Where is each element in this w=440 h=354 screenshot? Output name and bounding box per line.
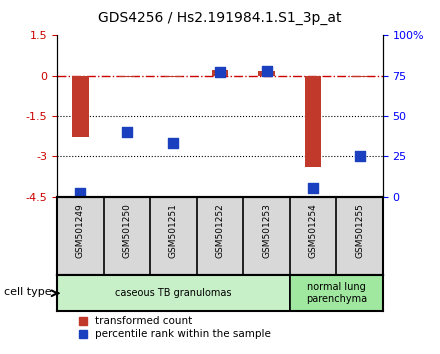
Point: [309, 185, 316, 191]
Bar: [352, 76, 368, 77]
Text: GSM501255: GSM501255: [355, 203, 364, 258]
Bar: [165, 76, 182, 77]
Point: [170, 141, 177, 146]
Text: GSM501253: GSM501253: [262, 203, 271, 258]
Bar: [72, 76, 88, 137]
Text: GSM501251: GSM501251: [169, 203, 178, 258]
Bar: [119, 76, 135, 77]
Text: GDS4256 / Hs2.191984.1.S1_3p_at: GDS4256 / Hs2.191984.1.S1_3p_at: [98, 11, 342, 25]
FancyBboxPatch shape: [57, 275, 290, 311]
Bar: [305, 76, 321, 167]
Text: GSM501249: GSM501249: [76, 203, 85, 258]
Point: [356, 153, 363, 159]
Bar: [258, 71, 275, 76]
Point: [263, 68, 270, 74]
Point: [124, 129, 131, 135]
Text: caseous TB granulomas: caseous TB granulomas: [115, 288, 232, 298]
Legend: transformed count, percentile rank within the sample: transformed count, percentile rank withi…: [79, 316, 271, 339]
Text: normal lung
parenchyma: normal lung parenchyma: [306, 282, 367, 304]
Bar: [212, 70, 228, 76]
FancyBboxPatch shape: [290, 275, 383, 311]
Text: GSM501250: GSM501250: [122, 203, 132, 258]
Text: GSM501254: GSM501254: [308, 203, 318, 258]
Point: [216, 70, 224, 75]
Text: cell type: cell type: [4, 287, 52, 297]
Point: [77, 190, 84, 196]
Text: GSM501252: GSM501252: [216, 203, 224, 258]
